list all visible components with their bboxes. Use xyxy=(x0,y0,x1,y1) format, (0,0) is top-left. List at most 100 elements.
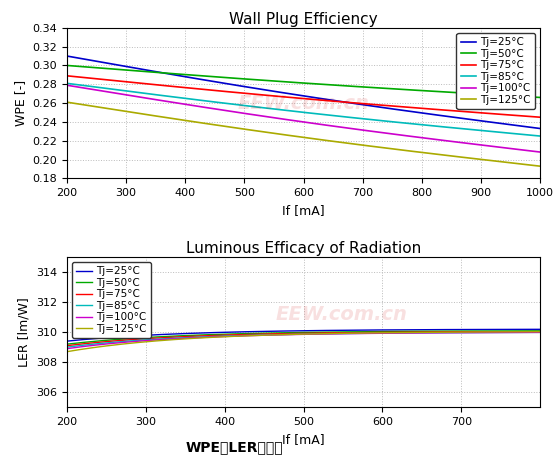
Tj=50°C xyxy=(353,84,360,89)
Tj=85°C xyxy=(344,331,350,336)
Tj=125°C xyxy=(462,329,469,335)
Tj=85°C xyxy=(353,115,360,121)
Tj=125°C xyxy=(492,329,499,335)
Tj=125°C xyxy=(492,158,499,164)
Tj=75°C xyxy=(537,114,544,120)
Tj=100°C xyxy=(462,330,469,336)
Tj=75°C xyxy=(63,343,70,349)
Tj=75°C xyxy=(462,109,469,114)
Line: Tj=75°C: Tj=75°C xyxy=(67,76,540,117)
Line: Tj=100°C: Tj=100°C xyxy=(67,332,540,349)
Tj=25°C xyxy=(492,326,499,332)
Line: Tj=125°C: Tj=125°C xyxy=(67,332,540,352)
Tj=125°C xyxy=(537,163,544,169)
X-axis label: If [mA]: If [mA] xyxy=(282,433,325,446)
Line: Tj=25°C: Tj=25°C xyxy=(67,329,540,341)
Tj=85°C xyxy=(63,344,70,350)
Tj=50°C xyxy=(492,328,499,334)
Tj=50°C xyxy=(65,63,72,69)
Tj=75°C xyxy=(65,343,72,348)
Tj=125°C xyxy=(65,349,72,354)
Tj=100°C xyxy=(344,331,350,337)
Tj=100°C xyxy=(492,330,499,335)
Tj=85°C xyxy=(65,344,72,350)
Tj=25°C xyxy=(462,327,469,332)
Tj=85°C xyxy=(462,126,469,132)
Tj=50°C xyxy=(353,329,360,335)
Tj=85°C xyxy=(462,330,469,335)
Tj=50°C xyxy=(537,94,544,100)
Tj=25°C xyxy=(63,338,70,344)
Tj=25°C xyxy=(344,327,350,333)
Tj=75°C xyxy=(63,73,70,79)
Tj=25°C xyxy=(345,100,352,106)
Tj=85°C xyxy=(537,133,544,139)
Tj=125°C xyxy=(63,100,70,105)
Line: Tj=85°C: Tj=85°C xyxy=(67,332,540,347)
Tj=75°C xyxy=(353,330,360,335)
Tj=85°C xyxy=(537,330,544,335)
Tj=125°C xyxy=(462,155,469,160)
Tj=100°C xyxy=(345,125,352,131)
Tj=85°C xyxy=(492,330,499,335)
Title: Luminous Efficacy of Radiation: Luminous Efficacy of Radiation xyxy=(186,241,421,256)
Tj=25°C xyxy=(462,116,469,122)
Tj=50°C xyxy=(462,328,469,334)
Tj=75°C xyxy=(492,111,499,117)
Tj=50°C xyxy=(345,83,352,89)
Tj=85°C xyxy=(63,81,70,86)
Tj=50°C xyxy=(65,341,72,347)
Tj=125°C xyxy=(344,331,350,336)
Tj=100°C xyxy=(492,144,499,150)
Line: Tj=25°C: Tj=25°C xyxy=(67,56,540,129)
Tj=25°C xyxy=(353,101,360,106)
Tj=75°C xyxy=(492,329,499,334)
Tj=85°C xyxy=(344,114,350,120)
Tj=25°C xyxy=(537,126,544,131)
Line: Tj=125°C: Tj=125°C xyxy=(67,102,540,166)
Tj=85°C xyxy=(353,331,360,336)
Tj=50°C xyxy=(462,90,469,96)
Tj=75°C xyxy=(345,100,352,105)
Tj=100°C xyxy=(462,140,469,146)
Legend: Tj=25°C, Tj=50°C, Tj=75°C, Tj=85°C, Tj=100°C, Tj=125°C: Tj=25°C, Tj=50°C, Tj=75°C, Tj=85°C, Tj=1… xyxy=(456,33,535,109)
Tj=50°C xyxy=(345,329,352,335)
Text: WPE与LER的比较: WPE与LER的比较 xyxy=(185,440,283,454)
Tj=85°C xyxy=(492,129,499,135)
Text: EEW.com.cn: EEW.com.cn xyxy=(276,305,407,324)
Tj=100°C xyxy=(353,331,360,336)
Tj=100°C xyxy=(65,83,72,88)
Tj=125°C xyxy=(353,142,360,147)
Tj=125°C xyxy=(65,100,72,105)
Text: EEW.com.cn: EEW.com.cn xyxy=(238,94,369,113)
Y-axis label: WPE [-]: WPE [-] xyxy=(14,80,27,126)
Tj=100°C xyxy=(65,346,72,351)
Tj=85°C xyxy=(345,114,352,120)
Tj=25°C xyxy=(63,53,70,59)
Legend: Tj=25°C, Tj=50°C, Tj=75°C, Tj=85°C, Tj=100°C, Tj=125°C: Tj=25°C, Tj=50°C, Tj=75°C, Tj=85°C, Tj=1… xyxy=(72,262,151,338)
Tj=75°C xyxy=(537,329,544,334)
Tj=85°C xyxy=(65,81,72,86)
Tj=75°C xyxy=(344,100,350,105)
Tj=125°C xyxy=(353,330,360,336)
Tj=75°C xyxy=(344,330,350,336)
Tj=100°C xyxy=(537,330,544,335)
Tj=75°C xyxy=(462,329,469,335)
Tj=100°C xyxy=(63,82,70,88)
Tj=25°C xyxy=(65,54,72,59)
Tj=100°C xyxy=(537,149,544,155)
Tj=100°C xyxy=(344,125,350,131)
Tj=50°C xyxy=(63,63,70,68)
Tj=25°C xyxy=(344,100,350,105)
Line: Tj=100°C: Tj=100°C xyxy=(67,85,540,152)
Tj=100°C xyxy=(353,126,360,132)
Tj=50°C xyxy=(537,328,544,334)
Line: Tj=75°C: Tj=75°C xyxy=(67,332,540,346)
Tj=125°C xyxy=(344,140,350,146)
X-axis label: If [mA]: If [mA] xyxy=(282,204,325,217)
Tj=25°C xyxy=(353,327,360,333)
Tj=25°C xyxy=(492,120,499,125)
Tj=125°C xyxy=(63,349,70,355)
Tj=50°C xyxy=(344,83,350,89)
Tj=25°C xyxy=(65,338,72,344)
